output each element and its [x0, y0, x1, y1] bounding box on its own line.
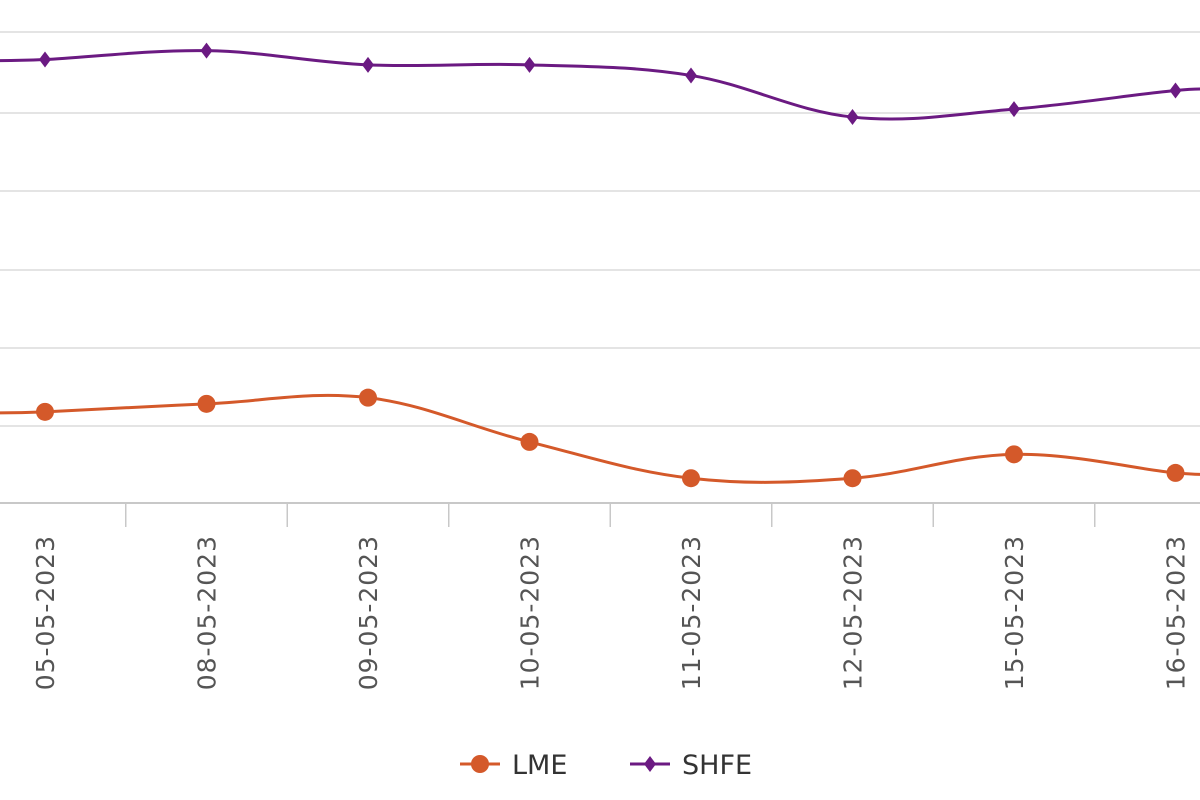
series-line-shfe: [0, 49, 1200, 121]
data-point-lme[interactable]: [197, 394, 216, 413]
data-point-shfe[interactable]: [1008, 101, 1020, 118]
legend-label-lme: LME: [512, 750, 567, 781]
legend-item-lme[interactable]: LME: [460, 750, 567, 781]
legend-label-shfe: SHFE: [682, 750, 752, 781]
x-tick-label: 16-05-2023: [1162, 535, 1191, 690]
data-point-shfe[interactable]: [523, 56, 536, 73]
data-point-shfe[interactable]: [846, 109, 859, 126]
data-point-lme[interactable]: [1005, 445, 1023, 464]
x-tick-label: 15-05-2023: [1000, 535, 1029, 690]
x-tick-label: 09-05-2023: [354, 535, 383, 690]
legend-marker: [471, 755, 489, 773]
data-point-shfe[interactable]: [362, 56, 374, 73]
x-tick-label: 11-05-2023: [677, 535, 706, 690]
data-point-shfe[interactable]: [685, 67, 697, 84]
x-axis: [0, 502, 1200, 527]
data-point-lme[interactable]: [520, 432, 539, 451]
legend: LME SHFE: [460, 750, 752, 781]
series-shfe: [0, 42, 1200, 126]
x-tick-label: 10-05-2023: [516, 535, 545, 690]
data-point-shfe[interactable]: [39, 51, 51, 68]
legend-marker: [644, 756, 656, 772]
x-tick-label: 08-05-2023: [193, 535, 222, 690]
series-lme: [0, 388, 1200, 488]
data-point-lme[interactable]: [843, 469, 862, 488]
x-tick-label: 05-05-2023: [31, 535, 60, 690]
data-point-shfe[interactable]: [200, 42, 213, 59]
legend-item-shfe[interactable]: SHFE: [630, 750, 752, 781]
grid-lines: [0, 31, 1200, 427]
data-point-lme[interactable]: [1166, 463, 1185, 482]
series-group: [0, 42, 1200, 488]
series-line-lme: [0, 393, 1200, 484]
x-tick-label: 12-05-2023: [839, 535, 868, 690]
data-point-shfe[interactable]: [1169, 82, 1182, 99]
data-point-lme[interactable]: [359, 388, 377, 407]
data-point-lme[interactable]: [682, 469, 700, 488]
data-point-lme[interactable]: [36, 402, 54, 421]
x-tick-labels: 05-05-2023 08-05-2023 09-05-2023 10-05-2023…: [31, 535, 1191, 690]
